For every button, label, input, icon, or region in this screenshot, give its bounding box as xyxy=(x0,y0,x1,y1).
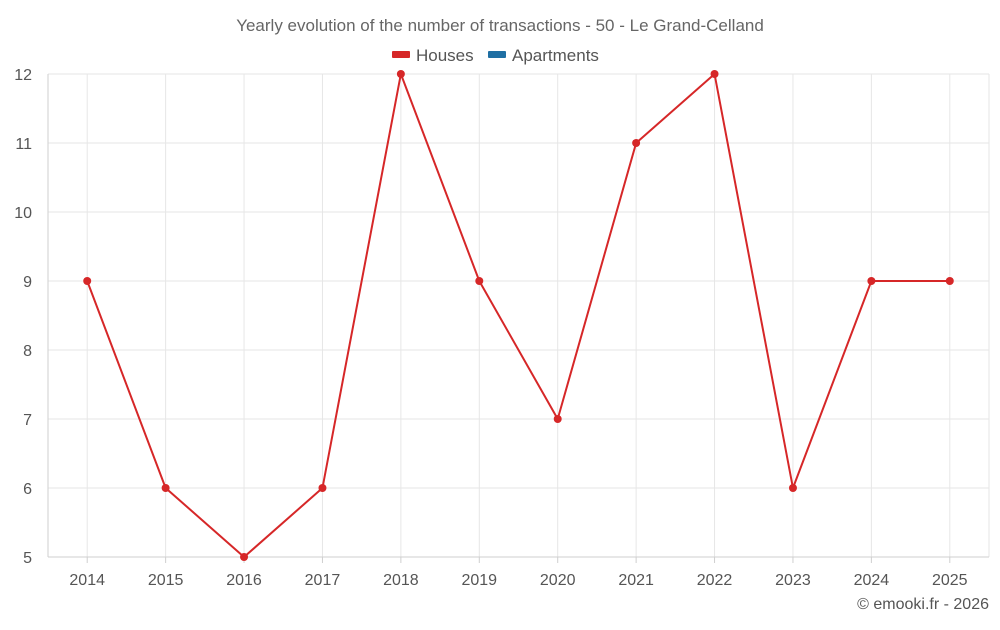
x-axis-ticks: 2014 2015 2016 2017 2018 2019 2020 2021 2022 2023… xyxy=(69,572,967,589)
data-point[interactable] xyxy=(632,139,641,147)
legend-label-apartments[interactable]: Apartments xyxy=(512,46,599,65)
x-tick-label: 2016 xyxy=(226,572,262,589)
chart-title: Yearly evolution of the number of transa… xyxy=(236,16,764,35)
data-point[interactable] xyxy=(396,70,405,78)
series-line-houses xyxy=(86,73,950,558)
y-tick-label: 7 xyxy=(23,412,32,429)
y-tick-label: 12 xyxy=(14,67,32,84)
y-axis-ticks: 5 6 7 8 9 10 11 12 xyxy=(14,67,32,567)
legend-swatch-houses xyxy=(392,51,410,58)
x-tick-label: 2015 xyxy=(148,572,184,589)
x-tick-label: 2025 xyxy=(932,572,968,589)
grid xyxy=(48,73,990,558)
legend-label-houses[interactable]: Houses xyxy=(416,46,474,65)
series-houses xyxy=(83,70,954,561)
data-point[interactable] xyxy=(867,277,876,285)
data-point[interactable] xyxy=(318,484,327,492)
y-tick-label: 11 xyxy=(15,136,32,153)
y-tick-label: 8 xyxy=(23,343,32,360)
x-tick-label: 2018 xyxy=(383,572,419,589)
x-tick-label: 2024 xyxy=(854,572,890,589)
x-tick-label: 2020 xyxy=(540,572,576,589)
data-point[interactable] xyxy=(788,484,797,492)
y-tick-label: 5 xyxy=(23,550,32,567)
y-tick-label: 10 xyxy=(14,205,32,222)
x-tick-label: 2019 xyxy=(461,572,497,589)
legend-swatch-apartments xyxy=(488,51,506,58)
axes xyxy=(47,74,989,563)
x-tick-label: 2022 xyxy=(697,572,733,589)
data-point[interactable] xyxy=(553,415,562,423)
data-point[interactable] xyxy=(161,484,170,492)
data-point[interactable] xyxy=(83,277,92,285)
x-tick-label: 2021 xyxy=(618,572,654,589)
x-tick-label: 2017 xyxy=(305,572,341,589)
legend[interactable]: Houses Apartments xyxy=(392,46,599,65)
y-tick-label: 6 xyxy=(23,481,32,498)
data-point[interactable] xyxy=(710,70,719,78)
data-point[interactable] xyxy=(945,277,954,285)
data-point[interactable] xyxy=(240,553,249,561)
x-tick-label: 2014 xyxy=(69,572,105,589)
credit-text: © emooki.fr - 2026 xyxy=(857,596,989,613)
data-point[interactable] xyxy=(475,277,484,285)
y-tick-label: 9 xyxy=(23,274,32,291)
x-tick-label: 2023 xyxy=(775,572,811,589)
